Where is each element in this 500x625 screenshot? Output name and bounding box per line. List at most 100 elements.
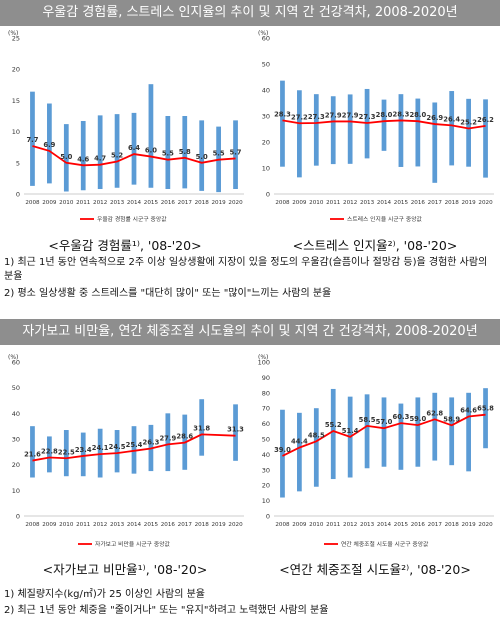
range-bar bbox=[347, 94, 353, 164]
data-label: 28.3 bbox=[393, 110, 410, 118]
range-bar bbox=[364, 394, 370, 469]
data-label: 27.9 bbox=[342, 111, 359, 119]
range-bar bbox=[415, 98, 421, 167]
data-label: 58.9 bbox=[443, 415, 460, 423]
x-tick-label: 2019 bbox=[461, 522, 476, 528]
x-tick-label: 2009 bbox=[292, 200, 307, 206]
y-tick-label: 80 bbox=[262, 389, 270, 397]
legend-label: 우울감 경험률 시군구 중앙값 bbox=[97, 215, 167, 223]
x-tick-label: 2014 bbox=[377, 522, 392, 528]
x-tick-label: 2013 bbox=[360, 522, 375, 528]
x-tick-label: 2016 bbox=[161, 200, 176, 206]
y-tick-label: 40 bbox=[262, 87, 270, 95]
range-bar bbox=[114, 430, 120, 473]
x-tick-label: 2008 bbox=[25, 522, 40, 528]
y-tick-label: 5 bbox=[16, 159, 20, 167]
y-tick-label: 40 bbox=[12, 410, 20, 418]
data-label: 25.4 bbox=[126, 441, 143, 449]
data-label: 26.2 bbox=[477, 116, 494, 124]
range-bar bbox=[297, 412, 302, 492]
y-tick-label: 20 bbox=[262, 482, 270, 490]
x-tick-label: 2011 bbox=[326, 200, 341, 206]
data-label: 4.6 bbox=[77, 155, 89, 163]
range-bar bbox=[131, 112, 137, 185]
y-tick-label: 10 bbox=[262, 497, 270, 505]
median-line bbox=[32, 145, 236, 167]
range-bar bbox=[30, 426, 35, 478]
range-bar bbox=[148, 84, 154, 188]
x-tick-label: 2020 bbox=[228, 200, 243, 206]
x-tick-label: 2008 bbox=[275, 200, 290, 206]
range-bar bbox=[63, 124, 69, 192]
axis-unit-label: (%) bbox=[258, 30, 268, 37]
data-label: 28.0 bbox=[376, 111, 393, 119]
x-tick-label: 2017 bbox=[428, 522, 443, 528]
y-tick-label: 10 bbox=[262, 165, 270, 173]
range-bar bbox=[63, 430, 69, 477]
y-tick-label: 100 bbox=[258, 359, 270, 367]
data-label: 48.5 bbox=[308, 431, 325, 439]
depression-rate-chart: (%) 0 5 10 15 20 25 7.7 6.9 5.0 4.6 4.7 5.2 6.4 6.0 5.5… bbox=[8, 30, 244, 223]
range-bar bbox=[449, 397, 455, 466]
chart-caption-stress: <스트레스 인지율²⁾, '08-'20> bbox=[292, 238, 458, 253]
x-tick-label: 2009 bbox=[42, 522, 57, 528]
y-tick-label: 20 bbox=[12, 66, 20, 74]
range-bar bbox=[47, 103, 52, 184]
x-tick-label: 2011 bbox=[76, 522, 91, 528]
y-tick-label: 30 bbox=[262, 466, 270, 474]
range-bar bbox=[466, 392, 471, 472]
data-label: 23.4 bbox=[75, 446, 92, 454]
x-tick-label: 2018 bbox=[445, 200, 460, 206]
data-label: 25.2 bbox=[460, 118, 477, 126]
y-tick-label: 70 bbox=[262, 405, 270, 413]
y-tick-label: 90 bbox=[262, 374, 270, 382]
x-tick-label: 2015 bbox=[144, 200, 159, 206]
y-tick-label: 10 bbox=[12, 128, 20, 136]
range-bar bbox=[398, 94, 404, 167]
x-tick-label: 2015 bbox=[144, 522, 159, 528]
x-tick-label: 2019 bbox=[461, 200, 476, 206]
chart-caption-obesity: <자가보고 비만율¹⁾, '08-'20> bbox=[42, 562, 208, 577]
y-tick-label: 10 bbox=[12, 487, 20, 495]
range-bar bbox=[483, 388, 488, 449]
y-tick-label: 60 bbox=[262, 35, 270, 43]
range-bar bbox=[313, 94, 319, 166]
data-label: 65.8 bbox=[477, 405, 494, 413]
x-tick-label: 2019 bbox=[211, 200, 226, 206]
footnote-2: 2) 평소 일상생활 중 스트레스를 "대단히 많이" 또는 "많이"느끼는 사… bbox=[4, 288, 332, 299]
range-bar bbox=[381, 99, 387, 151]
x-tick-label: 2014 bbox=[377, 200, 392, 206]
range-bar bbox=[398, 403, 404, 470]
data-label: 22.5 bbox=[58, 448, 75, 456]
range-bar bbox=[97, 428, 103, 478]
x-tick-label: 2020 bbox=[478, 200, 493, 206]
range-bar bbox=[30, 91, 35, 186]
x-tick-label: 2008 bbox=[25, 200, 40, 206]
data-label: 44.4 bbox=[291, 438, 308, 446]
chart-caption-depression: <우울감 경험률¹⁾, '08-'20> bbox=[48, 238, 202, 253]
data-label: 27.3 bbox=[359, 113, 376, 121]
y-tick-label: 15 bbox=[12, 97, 20, 105]
chart-caption-weight-control: <연간 체중조절 시도율²⁾, '08-'20> bbox=[279, 562, 471, 577]
x-tick-label: 2011 bbox=[76, 200, 91, 206]
y-tick-label: 60 bbox=[262, 420, 270, 428]
x-tick-label: 2010 bbox=[59, 522, 74, 528]
y-tick-label: 50 bbox=[12, 384, 20, 392]
y-tick-label: 20 bbox=[262, 139, 270, 147]
x-tick-label: 2008 bbox=[275, 522, 290, 528]
x-tick-label: 2017 bbox=[178, 522, 193, 528]
range-bar bbox=[483, 99, 488, 178]
y-tick-label: 0 bbox=[266, 191, 270, 199]
data-label: 58.5 bbox=[359, 416, 376, 424]
y-tick-label: 30 bbox=[12, 436, 20, 444]
range-bar bbox=[80, 120, 86, 191]
data-label: 31.3 bbox=[227, 426, 244, 434]
x-tick-label: 2016 bbox=[411, 522, 426, 528]
range-bar bbox=[199, 120, 205, 191]
median-line bbox=[282, 119, 486, 130]
data-label: 26.4 bbox=[443, 115, 460, 123]
x-tick-label: 2017 bbox=[178, 200, 193, 206]
x-tick-label: 2016 bbox=[161, 522, 176, 528]
x-tick-label: 2017 bbox=[428, 200, 443, 206]
